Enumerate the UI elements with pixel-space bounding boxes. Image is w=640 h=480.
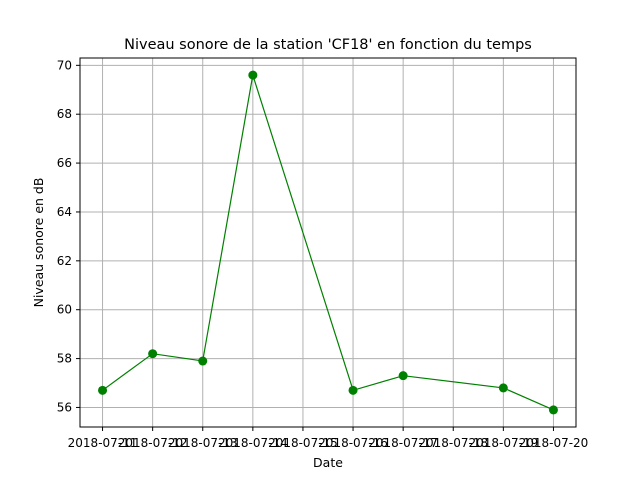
y-tick-label: 56 [57, 400, 72, 414]
data-point [248, 70, 258, 80]
y-tick-label: 62 [57, 254, 72, 268]
x-tick-label: 2018-07-20 [519, 436, 589, 450]
chart-title: Niveau sonore de la station 'CF18' en fo… [124, 37, 532, 53]
x-tick-label: 2018-07-14 [218, 436, 288, 450]
data-point [98, 385, 108, 395]
y-axis-ticks: 56 58 60 62 64 66 68 70 [57, 58, 80, 414]
x-tick-label: 2018-07-17 [368, 436, 438, 450]
y-tick-label: 60 [57, 303, 72, 317]
x-tick-label: 2018-07-12 [118, 436, 188, 450]
data-point [498, 383, 508, 393]
data-point [148, 349, 158, 359]
y-axis-label: Niveau sonore en dB [31, 178, 46, 308]
x-axis-ticks: 2018-07-112018-07-122018-07-132018-07-14… [68, 427, 589, 450]
y-tick-label: 64 [57, 205, 72, 219]
plot-frame [79, 57, 577, 428]
x-tick-label: 2018-07-18 [418, 436, 488, 450]
data-point [348, 385, 358, 395]
x-tick-label: 2018-07-16 [318, 436, 388, 450]
data-point [548, 405, 558, 415]
y-tick-label: 58 [57, 352, 72, 366]
x-axis-label: Date [313, 455, 343, 470]
x-tick-label: 2018-07-15 [268, 436, 338, 450]
y-tick-label: 70 [57, 58, 72, 72]
x-tick-label: 2018-07-19 [468, 436, 538, 450]
data-point [198, 356, 208, 366]
x-tick-label: 2018-07-11 [68, 436, 138, 450]
series-layer [98, 70, 558, 415]
y-tick-label: 66 [57, 156, 72, 170]
x-tick-label: 2018-07-13 [168, 436, 238, 450]
series-line [102, 74, 554, 411]
data-point [398, 371, 408, 381]
y-tick-label: 68 [57, 107, 72, 121]
